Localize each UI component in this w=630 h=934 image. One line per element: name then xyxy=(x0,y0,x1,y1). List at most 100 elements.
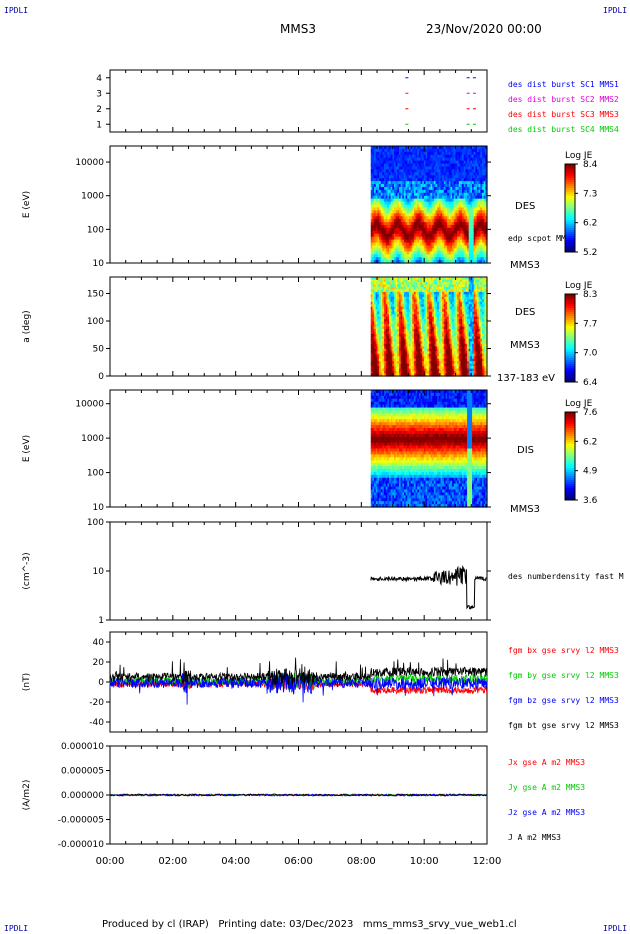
heatmap-cell xyxy=(417,251,420,255)
heatmap-cell xyxy=(400,321,403,325)
heatmap-cell xyxy=(450,154,453,159)
heatmap-cell xyxy=(412,151,415,156)
heatmap-cell xyxy=(408,242,412,247)
heatmap-cell xyxy=(374,294,377,298)
heatmap-cell xyxy=(372,157,375,162)
heatmap-cell xyxy=(448,343,452,347)
heatmap-cell xyxy=(415,353,418,357)
heatmap-cell xyxy=(438,198,442,203)
heatmap-cell xyxy=(413,311,417,315)
heatmap-cell xyxy=(448,309,452,313)
heatmap-cell xyxy=(453,151,457,156)
corner-tl: IPDLI xyxy=(4,6,29,15)
heatmap-cell xyxy=(392,346,395,350)
heatmap-cell xyxy=(413,356,417,360)
heatmap-cell xyxy=(447,233,450,238)
heatmap-cell xyxy=(375,207,379,211)
heatmap-cell xyxy=(427,224,430,229)
heatmap-cell xyxy=(458,242,462,247)
colorbar-cell xyxy=(565,208,575,211)
heatmap-cell xyxy=(408,254,412,258)
heatmap-cell xyxy=(402,289,405,293)
heatmap-cell xyxy=(447,373,450,377)
heatmap-cell xyxy=(413,328,417,333)
heatmap-cell xyxy=(425,222,428,226)
heatmap-cell xyxy=(418,260,422,264)
heatmap-cell xyxy=(453,204,457,209)
heatmap-cell xyxy=(412,207,415,211)
heatmap-cell xyxy=(437,326,440,330)
heatmap-cell xyxy=(413,195,417,200)
heatmap-cell xyxy=(420,333,423,337)
heatmap-cell xyxy=(413,368,417,372)
heatmap-cell xyxy=(410,346,413,350)
heatmap-cell xyxy=(433,201,437,206)
heatmap-cell xyxy=(387,146,390,150)
heatmap-cell xyxy=(395,311,398,315)
heatmap-cell xyxy=(387,227,390,232)
heatmap-cell xyxy=(472,198,475,203)
heatmap-cell xyxy=(438,299,442,303)
heatmap-cell xyxy=(483,245,486,249)
heatmap-cell xyxy=(458,154,462,159)
heatmap-cell xyxy=(432,224,435,229)
heatmap-cell xyxy=(385,343,388,347)
heatmap-cell xyxy=(374,260,377,264)
heatmap-cell xyxy=(370,198,374,203)
heatmap-cell xyxy=(410,157,413,162)
heatmap-cell xyxy=(372,294,375,298)
heatmap-cell xyxy=(405,321,408,325)
heatmap-cell xyxy=(407,324,410,328)
heatmap-cell xyxy=(433,260,437,264)
heatmap-cell xyxy=(375,356,379,360)
heatmap-cell xyxy=(410,373,413,377)
heatmap-cell xyxy=(472,186,475,191)
heatmap-cell xyxy=(432,346,435,350)
heatmap-cell xyxy=(390,251,393,255)
heatmap-cell xyxy=(410,311,413,315)
heatmap-cell xyxy=(440,251,443,255)
heatmap-cell xyxy=(377,351,380,355)
heatmap-cell xyxy=(403,353,407,357)
heatmap-cell xyxy=(443,248,447,252)
heatmap-cell xyxy=(380,175,383,179)
heatmap-cell xyxy=(450,216,453,220)
heatmap-cell xyxy=(415,163,418,168)
heatmap-cell xyxy=(415,236,418,241)
heatmap-cell xyxy=(407,224,410,229)
heatmap-cell xyxy=(415,309,418,313)
heatmap-cell xyxy=(425,236,428,241)
heatmap-cell xyxy=(427,154,430,159)
heatmap-cell xyxy=(417,358,420,362)
heatmap-cell xyxy=(460,233,463,238)
heatmap-cell xyxy=(389,279,392,283)
heatmap-cell xyxy=(460,254,463,258)
heatmap-cell xyxy=(425,260,428,264)
heatmap-cell xyxy=(447,277,450,281)
heatmap-cell xyxy=(379,363,382,367)
heatmap-cell xyxy=(417,348,420,352)
heatmap-cell xyxy=(415,184,418,188)
heatmap-cell xyxy=(438,284,442,288)
heatmap-cell xyxy=(448,373,452,377)
heatmap-cell xyxy=(402,181,405,185)
heatmap-cell xyxy=(435,230,438,235)
heatmap-cell xyxy=(467,175,470,179)
heatmap-cell xyxy=(390,148,393,153)
heatmap-cell xyxy=(415,219,418,223)
heatmap-cell xyxy=(407,294,410,298)
heatmap-cell xyxy=(422,151,425,156)
heatmap-cell xyxy=(425,277,428,281)
heatmap-cell xyxy=(417,181,420,185)
heatmap-cell xyxy=(435,336,438,340)
heatmap-cell xyxy=(385,353,388,357)
heatmap-cell xyxy=(422,301,425,305)
heatmap-cell xyxy=(435,314,438,318)
heatmap-cell xyxy=(447,157,450,162)
colorbar-cell xyxy=(565,234,575,237)
heatmap-cell xyxy=(463,242,467,247)
heatmap-cell xyxy=(370,239,374,244)
heatmap-cell xyxy=(455,233,458,238)
heatmap-cell xyxy=(483,195,486,200)
heatmap-cell xyxy=(428,163,432,168)
